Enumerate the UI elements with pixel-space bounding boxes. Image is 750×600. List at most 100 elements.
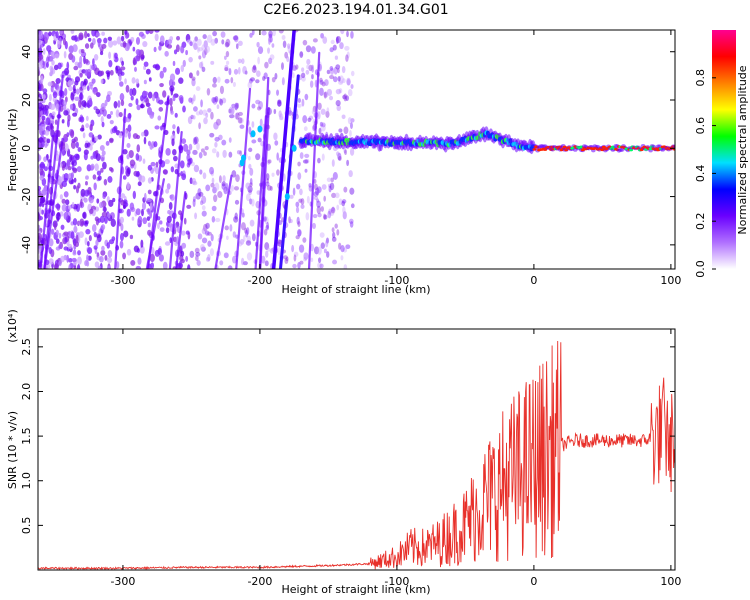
spectrogram-point	[127, 131, 131, 140]
spectrogram-point	[331, 236, 337, 242]
spectrogram-point	[350, 84, 354, 89]
spectrogram-point	[232, 231, 236, 238]
snr-y-tick-label: 2.5	[20, 338, 33, 356]
spectrogram-point	[63, 50, 67, 59]
spectrogram-point	[273, 132, 278, 141]
spectrogram-point	[297, 97, 301, 104]
spectrogram-point	[267, 47, 270, 54]
spectrogram-point	[170, 166, 175, 173]
spectrogram-point	[147, 164, 153, 171]
spectrogram-point	[48, 258, 54, 265]
spectrogram-point	[198, 55, 202, 60]
spectrogram-point	[159, 82, 164, 88]
spectrogram-point	[68, 86, 74, 92]
spectrogram-point	[346, 78, 351, 86]
spectrogram-point	[274, 140, 279, 146]
spectrogram-point	[313, 183, 318, 191]
spectrogram-point	[269, 36, 273, 43]
spectrogram-point	[249, 167, 254, 176]
spectrogram-point	[66, 61, 70, 70]
spectrogram-point	[198, 152, 203, 159]
spectrogram-point	[64, 87, 68, 97]
spectrogram-point	[264, 216, 269, 225]
spectrogram-point	[299, 188, 303, 196]
spectrogram-point	[320, 32, 324, 39]
spectrogram-point	[248, 147, 253, 153]
spectrogram-point	[313, 196, 319, 201]
spectrogram-point	[108, 239, 115, 245]
spectrogram-point	[345, 244, 351, 250]
spectrogram-point	[54, 119, 58, 125]
spectrogram-point	[185, 50, 188, 56]
spectrogram-point	[343, 147, 347, 154]
spectrogram-point	[92, 58, 95, 66]
spectrogram-point	[268, 37, 271, 45]
spectrogram-point	[68, 205, 72, 210]
spectrogram-point	[271, 172, 275, 177]
spectrogram-point	[71, 201, 75, 208]
spectrogram-point	[174, 112, 178, 118]
spectrogram-point	[202, 223, 208, 232]
spectrogram-point	[268, 30, 273, 38]
spectrogram-point	[191, 78, 196, 87]
spectrogram-point	[314, 246, 320, 255]
snr-x-tick-label: 100	[660, 575, 681, 588]
spectrogram-point	[72, 84, 76, 92]
snr-series-line	[38, 340, 675, 570]
snr-marks	[38, 340, 675, 570]
spectrogram-point	[181, 173, 187, 181]
spectrogram-point	[115, 261, 120, 269]
spectrogram-point	[81, 100, 87, 107]
spectrogram-point	[317, 102, 322, 111]
spectrogram-point	[69, 154, 73, 163]
spectrogram-point	[74, 80, 79, 86]
spectrogram-point	[338, 128, 343, 133]
spectrogram-point	[304, 93, 309, 101]
spectrogram-point	[191, 177, 197, 185]
spectrogram-point	[143, 192, 147, 202]
spectrogram-point	[224, 67, 229, 72]
spectrogram-point	[321, 153, 325, 161]
spectrogram-point	[281, 34, 286, 40]
spectrogram-point	[328, 185, 332, 193]
spectrogram-point	[233, 104, 238, 110]
spectrogram-point	[178, 77, 184, 84]
spectrogram-point	[296, 103, 302, 108]
spectrogram-point	[131, 77, 136, 84]
spectrogram-point	[236, 150, 241, 155]
spectrogram-point	[136, 171, 140, 177]
spectrogram-point	[147, 229, 152, 236]
spectrogram-point	[278, 110, 282, 118]
spectrogram-point	[317, 246, 322, 255]
spectrogram-point	[180, 45, 185, 54]
spectrogram-point	[309, 80, 314, 88]
spectrogram-point	[237, 117, 243, 124]
spectrogram-point	[102, 193, 106, 200]
spectrogram-point	[303, 257, 307, 262]
spectrogram-point	[256, 41, 260, 48]
spectrogram-point	[242, 65, 247, 75]
spectrogram-point	[335, 64, 341, 70]
spectrogram-point	[331, 192, 337, 198]
spectrogram-point	[88, 97, 93, 106]
spectrogram-point	[79, 116, 85, 123]
spectrogram-point	[152, 94, 155, 102]
spectrogram-y-tick-label: 0	[20, 145, 33, 152]
spectrogram-point	[101, 245, 105, 251]
spectrogram-point	[97, 39, 101, 48]
spectrogram-point	[343, 126, 349, 135]
spectrogram-point	[133, 245, 140, 253]
spectrogram-point	[119, 81, 124, 87]
spectrogram-streak	[175, 191, 187, 269]
spectrogram-point	[67, 243, 73, 249]
spectrogram-x-tick-label: -200	[247, 274, 272, 287]
spectrogram-point	[170, 110, 174, 115]
spectrogram-point	[202, 34, 207, 40]
spectrogram-point	[49, 103, 56, 111]
spectrogram-point	[167, 210, 171, 215]
spectrogram-point	[307, 117, 312, 123]
spectrogram-point	[60, 224, 65, 230]
spectrogram-point	[43, 156, 47, 163]
spectrogram-point	[228, 108, 232, 114]
